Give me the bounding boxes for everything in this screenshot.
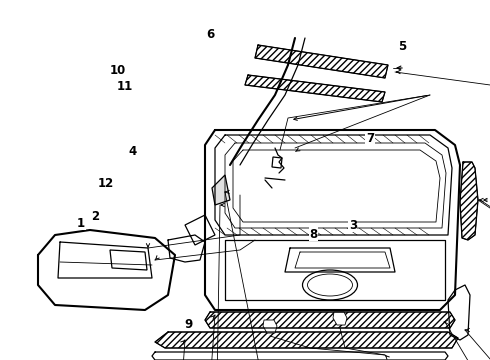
Polygon shape xyxy=(460,162,478,240)
Text: 1: 1 xyxy=(77,217,85,230)
Polygon shape xyxy=(333,312,347,325)
Polygon shape xyxy=(263,320,277,333)
Text: 3: 3 xyxy=(349,219,357,231)
Text: 7: 7 xyxy=(366,132,374,145)
Text: 5: 5 xyxy=(398,40,406,53)
Text: 6: 6 xyxy=(207,28,215,41)
Polygon shape xyxy=(212,175,230,205)
Text: 4: 4 xyxy=(128,145,136,158)
Polygon shape xyxy=(255,45,388,78)
Text: 2: 2 xyxy=(92,210,99,222)
Text: 11: 11 xyxy=(117,80,133,93)
Polygon shape xyxy=(205,312,455,328)
Text: 10: 10 xyxy=(109,64,126,77)
Text: 8: 8 xyxy=(310,228,318,240)
Polygon shape xyxy=(155,332,458,348)
Polygon shape xyxy=(245,75,385,102)
Text: 9: 9 xyxy=(185,318,193,330)
Text: 12: 12 xyxy=(97,177,114,190)
